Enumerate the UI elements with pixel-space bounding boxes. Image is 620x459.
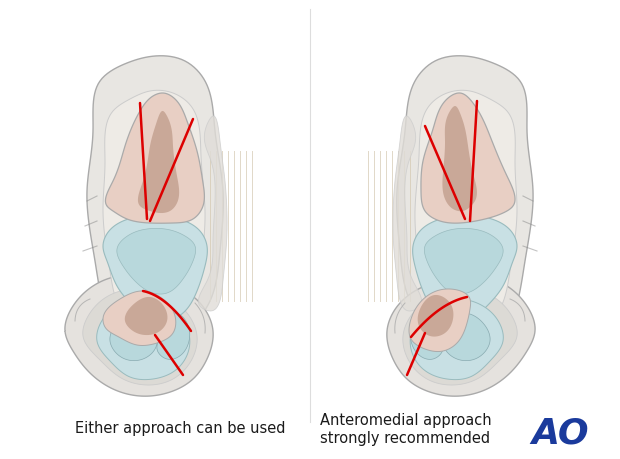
Polygon shape <box>442 313 490 361</box>
Polygon shape <box>403 289 517 385</box>
Polygon shape <box>138 111 179 213</box>
Polygon shape <box>157 313 190 359</box>
Polygon shape <box>397 56 533 358</box>
Polygon shape <box>410 299 503 380</box>
Polygon shape <box>103 215 207 321</box>
Polygon shape <box>83 289 197 385</box>
Polygon shape <box>410 313 443 359</box>
Text: strongly recommended: strongly recommended <box>320 431 490 447</box>
Text: AO: AO <box>531 416 589 450</box>
Text: Either approach can be used: Either approach can be used <box>75 421 285 437</box>
Polygon shape <box>87 56 223 358</box>
Polygon shape <box>125 297 167 335</box>
Polygon shape <box>393 116 422 311</box>
Polygon shape <box>418 295 453 336</box>
Polygon shape <box>413 215 517 321</box>
Polygon shape <box>387 276 535 396</box>
Text: Anteromedial approach: Anteromedial approach <box>320 414 492 429</box>
Polygon shape <box>105 93 205 223</box>
Polygon shape <box>65 276 213 396</box>
Polygon shape <box>110 313 157 361</box>
Polygon shape <box>409 289 471 352</box>
Polygon shape <box>443 106 477 211</box>
Polygon shape <box>97 299 190 380</box>
Polygon shape <box>198 116 227 311</box>
Polygon shape <box>117 229 196 294</box>
Polygon shape <box>103 90 205 331</box>
Polygon shape <box>424 229 503 294</box>
Polygon shape <box>421 93 515 223</box>
Polygon shape <box>415 90 517 331</box>
Polygon shape <box>103 291 176 346</box>
